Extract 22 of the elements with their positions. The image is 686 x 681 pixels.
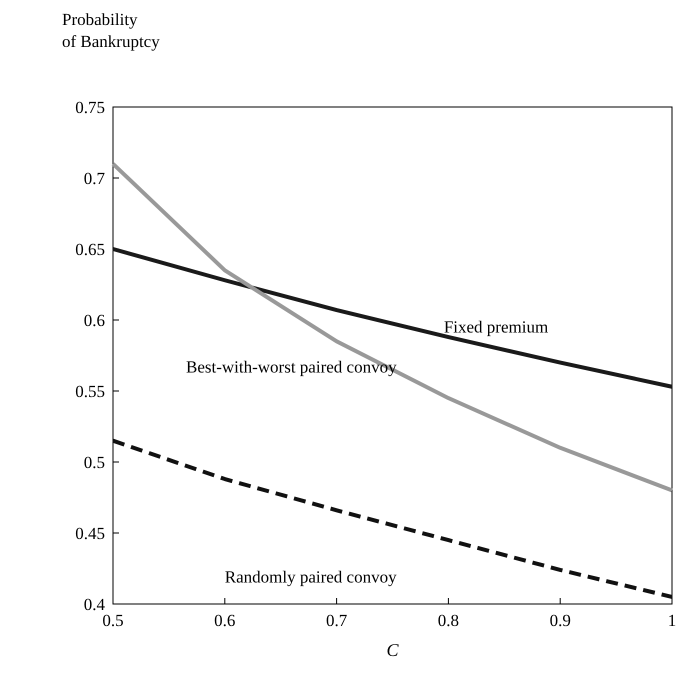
line-series: [111, 438, 674, 599]
x-tick-label: 0.6: [214, 611, 236, 630]
series-label: Best-with-worst paired convoy: [186, 357, 398, 376]
line-series: [111, 162, 674, 492]
series-label: Fixed premium: [444, 318, 548, 337]
y-tick-label: 0.65: [75, 240, 105, 259]
x-tick-label: 0.5: [102, 611, 124, 630]
y-axis-title: Probability of Bankruptcy: [62, 10, 160, 51]
y-tick-label: 0.5: [84, 453, 105, 472]
line-series: [111, 247, 674, 389]
y-tick-label: 0.45: [75, 524, 105, 543]
text: Randomly paired convoy: [224, 567, 398, 586]
y-tick-label: 0.7: [84, 169, 106, 188]
x-axis-title: C: [386, 640, 400, 660]
x-tick-label: 0.9: [550, 611, 571, 630]
x-tick-label: 0.7: [326, 611, 348, 630]
y-tick-label: 0.6: [84, 311, 105, 330]
y-tick-label: 0.55: [75, 382, 105, 401]
y-tick-label: 0.75: [75, 98, 105, 117]
x-tick-label: 0.8: [438, 611, 460, 630]
x-tick-label: 1: [668, 611, 676, 630]
y-tick-label: 0.4: [84, 595, 106, 614]
